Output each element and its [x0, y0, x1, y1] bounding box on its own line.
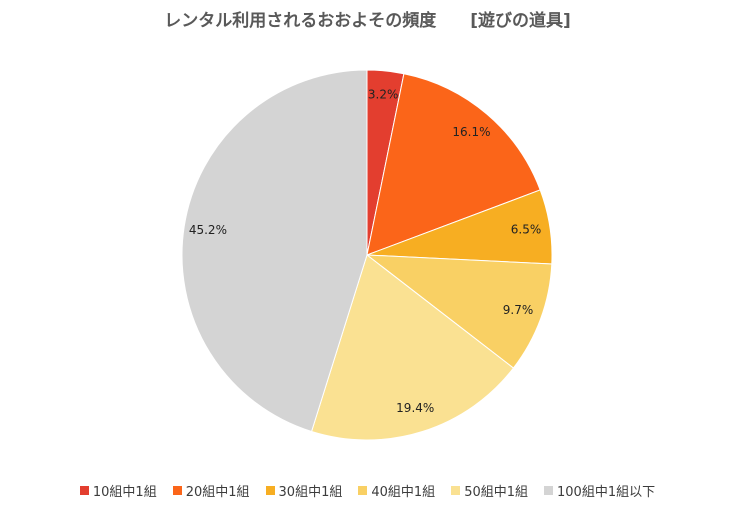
legend-item-3: 30組中1組	[265, 481, 343, 500]
legend-swatch	[358, 486, 368, 495]
legend: 10組中1組 20組中1組 30組中1組 40組中1組 50組中1組 100組中1組以下	[0, 481, 735, 500]
pie-slice-2	[366, 73, 541, 256]
legend-swatch	[265, 486, 275, 495]
legend-label: 50組中1組	[464, 485, 529, 500]
legend-label: 10組中1組	[92, 485, 157, 500]
legend-swatch	[451, 486, 461, 495]
legend-label: 100組中1組以下	[557, 485, 656, 500]
legend-item-5: 50組中1組	[451, 481, 528, 500]
pie-slice-label-3: 6.5%	[511, 223, 542, 237]
pie-slice-label-4: 9.7%	[503, 303, 534, 317]
legend-swatch	[544, 486, 554, 495]
legend-swatch	[79, 486, 89, 495]
legend-label: 30組中1組	[278, 485, 343, 500]
pie-slice-4	[365, 254, 553, 369]
chart-title: レンタル利用されるおおよその頻度 [遊びの道具]	[164, 11, 571, 31]
legend-item-2: 20組中1組	[172, 481, 250, 500]
pie-slice-label-2: 16.1%	[452, 125, 490, 139]
legend-label: 20組中1組	[185, 485, 250, 500]
pie-chart: 3.2% 16.1% 6.5% 9.7% 19.4% 45.2%	[181, 69, 553, 441]
pie-slices	[181, 69, 553, 441]
pie-slice-label-6: 45.2%	[189, 223, 227, 237]
pie-slice-6	[181, 69, 368, 433]
legend-label: 40組中1組	[371, 485, 436, 500]
pie-slice-label-1: 3.2%	[368, 87, 399, 101]
legend-item-1: 10組中1組	[79, 481, 157, 500]
pie-labels: 3.2% 16.1% 6.5% 9.7% 19.4% 45.2%	[189, 87, 541, 415]
legend-item-6: 100組中1組以下	[544, 481, 655, 500]
pie-slice-label-5: 19.4%	[396, 401, 434, 415]
legend-swatch	[172, 486, 182, 495]
legend-item-4: 40組中1組	[358, 481, 435, 500]
pie-slice-5	[310, 254, 515, 441]
